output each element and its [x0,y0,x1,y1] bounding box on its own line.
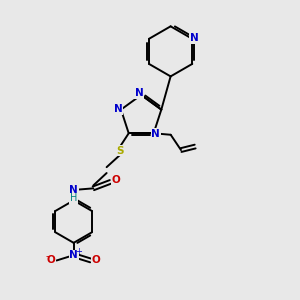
Text: N: N [151,129,160,139]
Text: H: H [70,193,77,203]
Text: N: N [190,33,199,43]
Text: S: S [116,146,124,156]
Text: O: O [111,176,120,185]
Text: N: N [135,88,143,98]
Text: N: N [69,185,78,195]
Text: O: O [92,256,100,266]
Text: O: O [47,256,56,266]
Text: N: N [69,250,78,260]
Text: -: - [45,251,49,261]
Text: +: + [75,247,82,256]
Text: N: N [114,104,122,114]
